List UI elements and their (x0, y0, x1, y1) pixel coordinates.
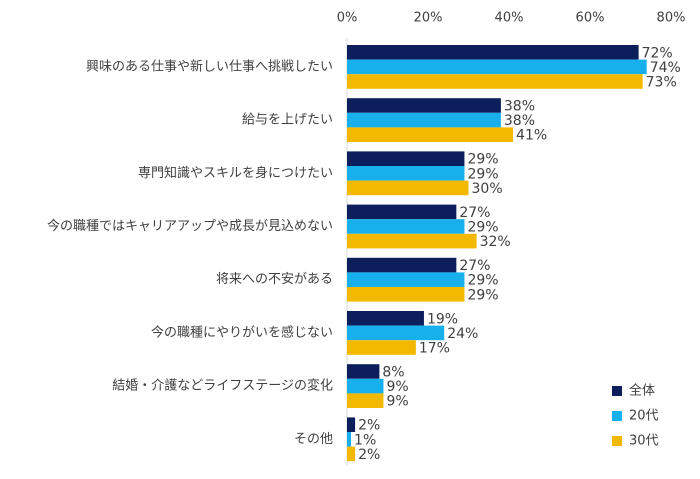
value-label: 19% (427, 311, 458, 327)
x-tick-label: 40% (495, 11, 524, 26)
value-label: 32% (480, 234, 511, 250)
category-label: 興味のある仕事や新しい仕事へ挑戦したい (86, 58, 333, 74)
bar (347, 417, 356, 432)
bar (347, 340, 416, 355)
value-label: 27% (459, 258, 490, 274)
bar (347, 180, 469, 196)
bar (347, 432, 352, 447)
value-label: 41% (516, 128, 547, 144)
legend-label: 30代 (629, 434, 659, 449)
value-label: 29% (467, 152, 498, 168)
x-tick-label: 20% (414, 11, 443, 26)
value-label: 9% (386, 379, 408, 395)
category-label: 今の職種にやりがいを感じない (151, 324, 333, 340)
bar (347, 45, 639, 60)
category-label: 今の職種ではキャリアアップや成長が見込めない (47, 218, 333, 234)
bar (347, 272, 465, 287)
bar (347, 98, 501, 113)
bar (347, 219, 465, 234)
value-label: 73% (646, 75, 677, 91)
bar (347, 74, 643, 89)
bar (347, 311, 424, 326)
legend-swatch (612, 386, 622, 396)
category-label: 将来への不安がある (216, 272, 333, 287)
value-label: 29% (467, 273, 498, 289)
bar (347, 127, 514, 142)
value-label: 2% (358, 447, 380, 463)
value-label: 1% (354, 432, 376, 448)
category-label: 給与を上げたい (242, 113, 333, 128)
x-tick-label: 80% (657, 11, 686, 26)
bar (347, 446, 356, 462)
value-label: 38% (504, 99, 535, 115)
bar (347, 112, 501, 128)
value-label: 9% (386, 394, 408, 410)
value-label: 27% (459, 205, 490, 221)
value-label: 17% (419, 341, 450, 357)
category-label: その他 (294, 432, 333, 447)
value-label: 72% (642, 45, 673, 61)
bar (347, 378, 384, 394)
bar (347, 257, 457, 273)
value-label: 30% (472, 181, 503, 197)
bar (347, 59, 647, 75)
value-label: 29% (467, 287, 498, 303)
bar (347, 393, 384, 408)
legend-label: 20代 (629, 409, 659, 424)
x-tick-label: 60% (576, 11, 605, 26)
bar (347, 287, 465, 302)
value-label: 29% (467, 166, 498, 182)
legend-swatch (612, 411, 622, 421)
value-label: 24% (447, 326, 478, 342)
value-label: 8% (382, 365, 404, 381)
bar (347, 204, 457, 220)
value-label: 2% (358, 418, 380, 434)
bar (347, 364, 380, 379)
category-label: 専門知識やスキルを身につけたい (138, 165, 333, 181)
x-tick-label: 0% (337, 11, 358, 26)
value-label: 38% (504, 113, 535, 129)
bar (347, 325, 445, 341)
category-label: 結婚・介護などライフステージの変化 (112, 378, 333, 394)
bar (347, 166, 465, 181)
legend-swatch (612, 436, 622, 446)
legend-label: 全体 (629, 383, 655, 399)
value-label: 74% (650, 60, 681, 76)
bar (347, 233, 477, 249)
bar (347, 151, 465, 166)
value-label: 29% (467, 220, 498, 236)
